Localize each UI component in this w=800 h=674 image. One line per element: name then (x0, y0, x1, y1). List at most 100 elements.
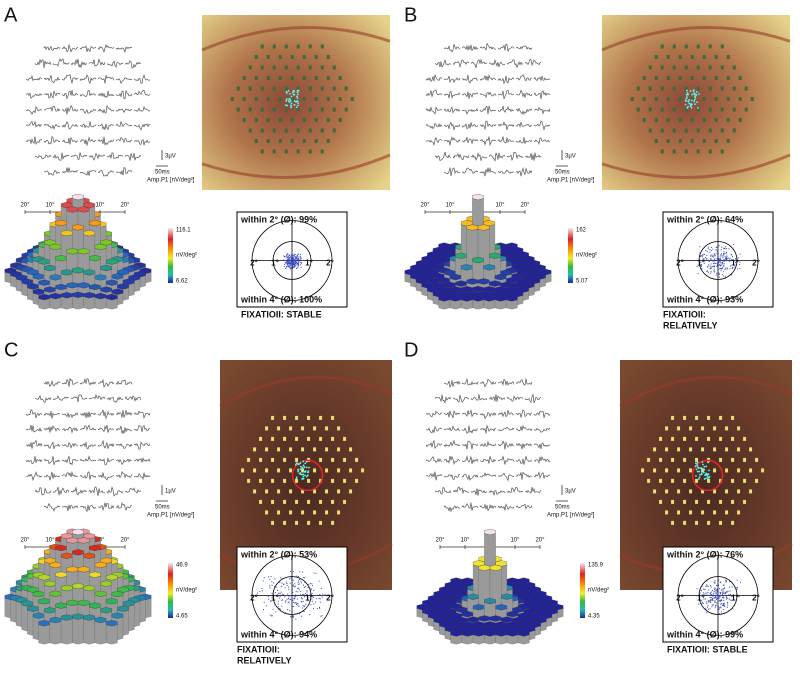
fixation-dot (293, 259, 295, 261)
fixation-dot (288, 595, 290, 597)
stimulus-marker (278, 97, 282, 101)
waveform (425, 410, 443, 418)
fixation-dot (729, 257, 731, 259)
fixation-dot (714, 595, 716, 597)
stimulus-marker (283, 457, 287, 462)
fixation-dot (292, 584, 294, 586)
fixation-point (296, 95, 298, 98)
hex-top (89, 571, 101, 578)
fixation-dot (285, 256, 287, 258)
fixation-dot (721, 590, 723, 592)
fixation-dot (716, 597, 718, 599)
fixation-dot (707, 605, 709, 607)
fixation-dot (302, 571, 304, 573)
fixation-dot (705, 592, 707, 594)
hex-top (105, 258, 118, 265)
fixation-dot (274, 603, 276, 605)
stimulus-marker (296, 128, 300, 133)
fixation-dot (714, 263, 716, 265)
fixation-dot (291, 264, 293, 266)
waveform (61, 442, 79, 449)
fixation-dot (297, 603, 299, 605)
hex-side (60, 618, 73, 645)
amp-label: Amp.P1 [nV/deg²] (147, 513, 195, 519)
within-4: within 4° (Ø): 94% (240, 629, 317, 639)
colorbar-min: 4.65 (176, 614, 188, 620)
hex-top (49, 293, 62, 300)
fixation-dot (291, 261, 293, 263)
fixation-dot (706, 593, 708, 595)
fixation-dot (287, 261, 289, 263)
stimulus-marker (265, 468, 269, 473)
fixation-dot (275, 611, 277, 613)
stimulus-marker (271, 415, 275, 420)
stimulus-marker (236, 86, 240, 91)
fixation-dot (724, 259, 726, 261)
fixation-dot (721, 267, 723, 269)
fixation-dot (723, 584, 725, 586)
fixation-dot (298, 257, 300, 259)
stimulus-marker (683, 457, 687, 462)
fixation-dot (716, 246, 718, 248)
stimulus-marker (672, 44, 676, 49)
fixation-ring (691, 459, 724, 492)
fixation-dot (710, 266, 712, 268)
stimulus-marker (295, 415, 299, 420)
waveform (461, 409, 478, 418)
fixation-dot (717, 585, 719, 587)
fixation-dot (726, 251, 728, 253)
hex-top (60, 269, 73, 276)
fixation-dot (278, 592, 280, 594)
fixation-dot (290, 264, 292, 266)
waveform (452, 153, 470, 161)
hex-top (100, 580, 112, 587)
fixation-dot (723, 602, 725, 604)
fixation-dot (289, 258, 291, 260)
fixation-dot (725, 259, 727, 261)
waveform (61, 411, 79, 419)
waveform (79, 89, 96, 98)
fixation-dot (284, 264, 286, 266)
fundus-image (602, 15, 790, 190)
fixation-dot (726, 267, 728, 269)
stimulus-marker (307, 436, 311, 441)
fixation-dot (718, 261, 720, 263)
fixation-dot (724, 593, 726, 595)
stimulus-marker (337, 468, 341, 473)
stimulus-marker (690, 55, 694, 59)
hex-top (66, 537, 79, 544)
fixation-dot (295, 618, 297, 620)
fixation-dot (316, 608, 318, 610)
stimulus-marker (749, 468, 753, 473)
waveform (479, 472, 497, 478)
hex-top (466, 278, 479, 285)
fixation-dot (714, 258, 716, 260)
fixation-dot (717, 605, 719, 607)
fixation-point (297, 102, 299, 105)
stimulus-marker (301, 489, 305, 494)
stimulus-marker (271, 499, 275, 504)
fixation-dot (708, 271, 710, 273)
fixation-dot (725, 581, 727, 583)
fixation-dot (300, 590, 302, 592)
fixation-dot (710, 599, 712, 601)
stimulus-marker (695, 436, 699, 441)
fixation-point (700, 473, 703, 476)
stimulus-marker (696, 44, 700, 49)
stimulus-marker (277, 426, 281, 431)
ring-label: 1° (305, 259, 313, 268)
waveform (452, 486, 470, 495)
fixation-dot (702, 254, 704, 256)
fixation-dot (736, 258, 738, 260)
fixation-dot (716, 594, 718, 596)
waveform (497, 169, 515, 174)
hex-top (472, 286, 484, 293)
fixation-dot (298, 260, 300, 262)
axis-tick-label: 20° (120, 203, 130, 209)
fixation-dot (292, 571, 294, 573)
stimulus-marker (690, 97, 694, 101)
waveform (70, 394, 88, 403)
fixation-dot (298, 613, 300, 615)
within-4: within 4° (Ø): 99% (666, 629, 743, 639)
